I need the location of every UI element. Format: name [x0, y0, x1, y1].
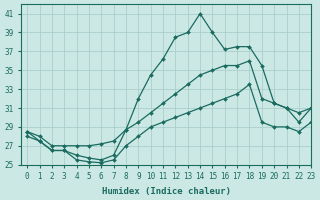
X-axis label: Humidex (Indice chaleur): Humidex (Indice chaleur) — [102, 187, 231, 196]
